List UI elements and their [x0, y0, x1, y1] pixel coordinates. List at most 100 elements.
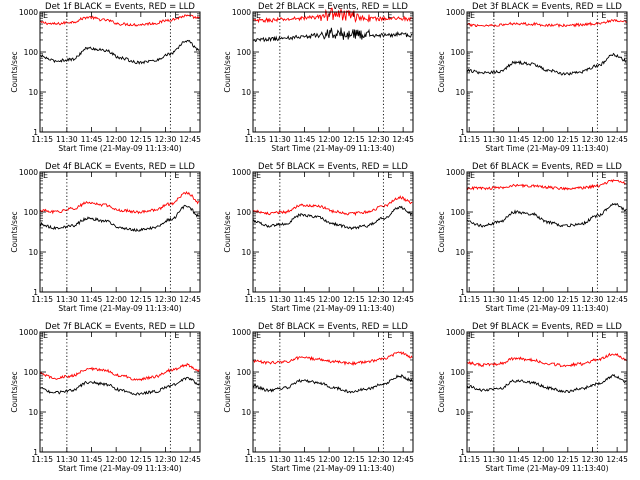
x-tick-label: 12:00 [532, 135, 554, 144]
event-flag-label: E [601, 11, 606, 20]
x-axis-label: Start Time (21-May-09 11:13:40) [485, 144, 608, 153]
y-tick-label: 1000 [19, 328, 38, 337]
x-tick-label: 12:45 [392, 455, 414, 464]
y-tick-label: 10 [455, 408, 465, 417]
y-tick-label: 100 [237, 368, 252, 377]
x-tick-label: 12:30 [155, 135, 177, 144]
x-tick-label: 12:45 [606, 295, 628, 304]
y-tick-label: 1 [246, 448, 251, 457]
x-tick-label: 12:00 [532, 455, 554, 464]
y-tick-label: 100 [237, 48, 252, 57]
x-tick-label: 12:45 [179, 135, 201, 144]
x-tick-label: 12:00 [318, 455, 340, 464]
y-tick-label: 1 [246, 288, 251, 297]
x-tick-label: 11:30 [483, 295, 505, 304]
event-flag-label: E [43, 331, 48, 340]
x-tick-label: 12:30 [155, 455, 177, 464]
x-tick-label: 11:30 [483, 135, 505, 144]
x-axis-label: Start Time (21-May-09 11:13:40) [58, 304, 181, 313]
y-tick-label: 1 [460, 448, 465, 457]
x-tick-label: 12:00 [105, 135, 127, 144]
events-series-line [466, 52, 627, 76]
y-tick-label: 100 [24, 48, 39, 57]
x-tick-label: 12:45 [179, 455, 201, 464]
chart-title: Det 8f BLACK = Events, RED = LLD [258, 322, 408, 332]
y-tick-label: 1 [33, 288, 38, 297]
plot-frame [466, 171, 628, 293]
x-tick-label: 11:15 [458, 455, 480, 464]
y-tick-label: 1 [246, 128, 251, 137]
event-flag-label: E [256, 331, 261, 340]
lld-series-line [39, 14, 200, 27]
x-tick-label: 11:15 [458, 295, 480, 304]
x-tick-label: 12:30 [155, 295, 177, 304]
x-tick-label: 12:15 [130, 295, 152, 304]
lld-series-line [466, 18, 627, 28]
event-flag-label: E [387, 11, 392, 20]
y-tick-label: 1000 [446, 168, 465, 177]
x-tick-label: 12:45 [606, 135, 628, 144]
event-flag-label: E [256, 11, 261, 20]
x-tick-label: 12:15 [130, 135, 152, 144]
x-tick-label: 12:15 [557, 135, 579, 144]
y-tick-label: 1000 [19, 168, 38, 177]
x-tick-label: 11:45 [508, 455, 530, 464]
x-tick-label: 12:00 [318, 135, 340, 144]
x-tick-label: 11:15 [31, 295, 53, 304]
x-tick-label: 11:45 [294, 455, 316, 464]
event-flag-label: E [601, 331, 606, 340]
x-tick-label: 12:45 [179, 295, 201, 304]
y-tick-label: 1000 [232, 8, 251, 17]
event-flag-label: E [470, 171, 475, 180]
x-tick-label: 11:45 [294, 135, 316, 144]
x-tick-label: 12:45 [606, 455, 628, 464]
x-tick-label: 11:45 [508, 295, 530, 304]
y-tick-label: 10 [455, 88, 465, 97]
x-tick-label: 12:00 [318, 295, 340, 304]
x-tick-label: 12:30 [582, 295, 604, 304]
plot-frame [252, 11, 414, 133]
x-axis-label: Start Time (21-May-09 11:13:40) [58, 464, 181, 473]
y-tick-label: 10 [28, 248, 38, 257]
chart-title: Det 4f BLACK = Events, RED = LLD [45, 162, 195, 172]
chart-title: Det 6f BLACK = Events, RED = LLD [472, 162, 622, 172]
plot-frame [252, 331, 414, 453]
y-axis-label: Counts/sec [437, 371, 446, 412]
event-flag-label: E [256, 171, 261, 180]
events-series-line [252, 27, 413, 43]
y-axis-label: Counts/sec [223, 371, 232, 412]
x-tick-label: 12:15 [130, 455, 152, 464]
x-tick-label: 12:15 [557, 455, 579, 464]
event-flag-label: E [174, 171, 179, 180]
x-tick-label: 11:45 [81, 135, 103, 144]
y-tick-label: 10 [28, 88, 38, 97]
y-axis-label: Counts/sec [223, 211, 232, 252]
x-axis-label: Start Time (21-May-09 11:13:40) [485, 304, 608, 313]
y-axis-label: Counts/sec [437, 51, 446, 92]
x-tick-label: 12:45 [392, 295, 414, 304]
x-tick-label: 12:30 [368, 455, 390, 464]
y-tick-label: 100 [451, 48, 466, 57]
x-tick-label: 11:30 [56, 455, 78, 464]
plot-frame [39, 11, 201, 133]
event-flag-label: E [387, 331, 392, 340]
x-tick-label: 12:30 [368, 135, 390, 144]
x-tick-label: 11:30 [269, 295, 291, 304]
chart-title: Det 3f BLACK = Events, RED = LLD [472, 2, 622, 12]
x-tick-label: 12:15 [557, 295, 579, 304]
x-tick-label: 12:30 [582, 135, 604, 144]
y-tick-label: 1000 [232, 168, 251, 177]
x-tick-label: 11:15 [244, 295, 266, 304]
lld-series-line [252, 351, 413, 366]
x-tick-label: 12:45 [392, 135, 414, 144]
plot-frame [252, 171, 414, 293]
event-flag-label: E [470, 11, 475, 20]
y-axis-label: Counts/sec [10, 51, 19, 92]
chart-title: Det 7f BLACK = Events, RED = LLD [45, 322, 195, 332]
x-axis-label: Start Time (21-May-09 11:13:40) [271, 464, 394, 473]
y-tick-label: 1000 [446, 328, 465, 337]
